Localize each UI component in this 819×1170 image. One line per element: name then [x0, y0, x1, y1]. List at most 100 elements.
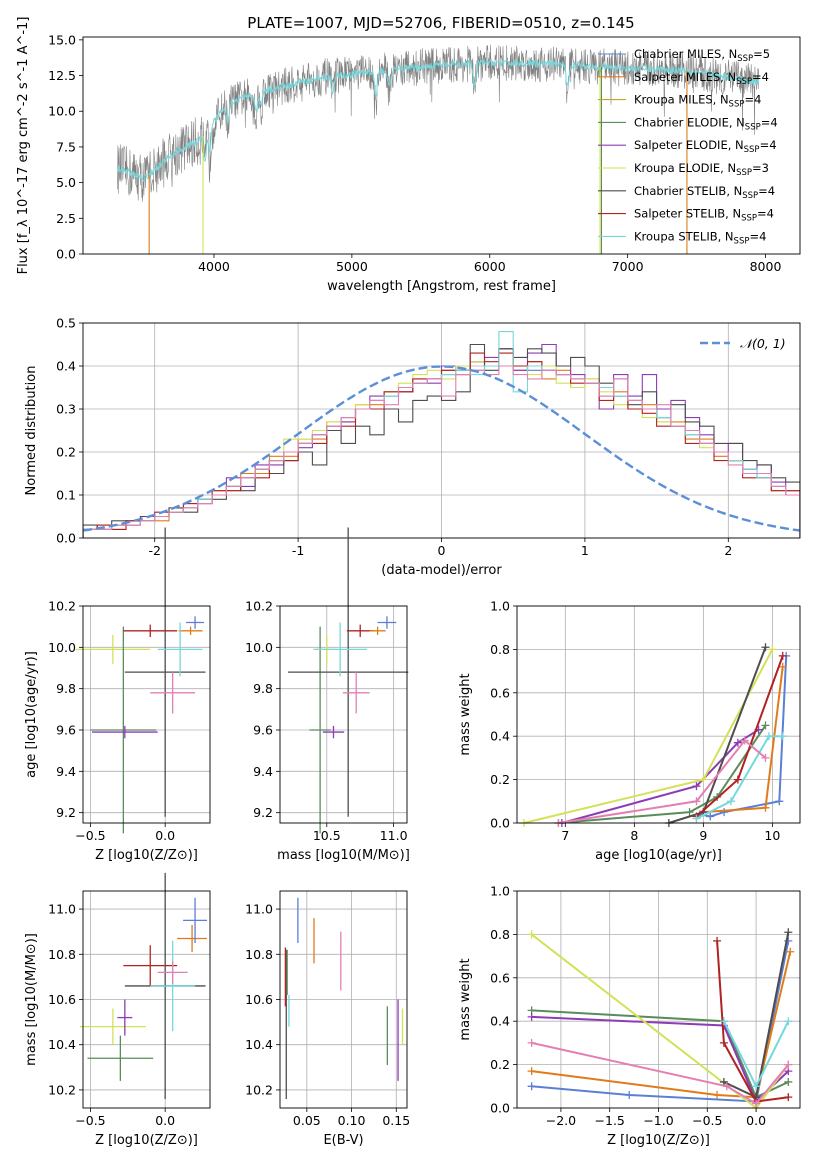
x-axis-label: age [log10(age/yr)]	[595, 848, 722, 863]
x-tick-label: 10.5	[313, 828, 341, 843]
y-tick-label: 9.2	[56, 805, 76, 820]
y-tick-label: 12.5	[48, 68, 76, 83]
weight-series-line	[531, 951, 792, 1099]
x-tick-label: 4000	[198, 259, 230, 274]
x-tick-label: 1	[581, 543, 589, 558]
y-axis-label: Normed distribution	[24, 366, 39, 496]
y-tick-label: 10.6	[48, 992, 76, 1007]
y-tick-label: 0.0	[56, 531, 76, 546]
axes-frame	[82, 605, 211, 824]
x-axis-label: E(B-V)	[323, 1133, 363, 1148]
y-tick-label: 1.0	[490, 599, 510, 614]
chart-residuals: -2 -1 0 1 2 0.0 0.1 0.2 0.3 0.4 0.5 (data-model)/er…	[24, 316, 801, 578]
weight-point-marker	[761, 643, 770, 652]
axes-frame	[516, 605, 801, 824]
weight-point-marker	[692, 814, 701, 823]
weight-point-marker	[726, 797, 735, 806]
x-tick-label: 0.10	[338, 1113, 366, 1128]
y-axis-label: Flux [f_λ 10^-17 erg cm^-2 s^-1 A^-1]	[16, 17, 31, 275]
y-tick-label: 1.0	[490, 884, 510, 899]
spectrum-model-line	[117, 57, 760, 183]
weight-point-marker	[685, 808, 694, 817]
weight-point-marker	[527, 930, 536, 939]
legend-label: Chabrier STELIB, NSSP=4	[634, 184, 775, 201]
errorbar-point	[313, 622, 367, 677]
weight-point-marker	[692, 797, 701, 806]
weight-point-marker	[784, 1093, 793, 1102]
weight-point-marker	[625, 1090, 634, 1099]
weight-point-marker	[527, 1082, 536, 1091]
y-tick-label: 0.8	[490, 642, 510, 657]
x-tick-label: 11.0	[380, 828, 408, 843]
weight-point-marker	[784, 1017, 793, 1026]
y-tick-label: 5.0	[56, 175, 76, 190]
y-tick-label: 7.5	[56, 139, 76, 154]
errorbar-point	[346, 624, 374, 637]
x-tick-label: 0.0	[155, 1113, 175, 1128]
errorbar-point	[87, 1035, 154, 1081]
errorbar-point	[80, 1008, 146, 1045]
errorbar-point	[342, 672, 370, 714]
x-axis-label: mass [log10(M/M⊙)]	[277, 848, 410, 863]
y-tick-label: 10.4	[48, 1037, 76, 1052]
y-tick-label: 9.2	[253, 805, 273, 820]
y-tick-label: 0.3	[56, 402, 76, 417]
weight-point-marker	[720, 808, 729, 817]
spectrum-data-line	[117, 44, 759, 202]
y-tick-label: 2.5	[56, 211, 76, 226]
y-tick-label: 10.6	[245, 992, 273, 1007]
weight-series-line	[696, 735, 783, 820]
y-tick-label: 0.2	[490, 772, 510, 787]
y-tick-label: 9.4	[253, 764, 273, 779]
y-tick-label: 0.4	[490, 1014, 510, 1029]
y-tick-label: 9.8	[253, 681, 273, 696]
y-tick-label: 11.0	[245, 902, 273, 917]
weight-point-marker	[752, 1099, 761, 1108]
histogram-series	[83, 365, 800, 538]
y-axis-label: mass weight	[458, 958, 473, 1040]
x-tick-label: 0.15	[382, 1113, 410, 1128]
y-tick-label: 0.2	[56, 445, 76, 460]
spectrum-legend: Chabrier MILES, NSSP=5 Salpeter MILES, NS…	[598, 47, 778, 246]
weight-point-marker	[761, 803, 770, 812]
y-tick-label: 10.8	[245, 947, 273, 962]
y-tick-label: 10.2	[48, 1082, 76, 1097]
y-tick-label: 0.1	[56, 488, 76, 503]
errorbar-point	[309, 626, 331, 834]
x-tick-label: 7000	[612, 259, 644, 274]
x-tick-label: −0.5	[692, 1113, 722, 1128]
y-tick-label: 9.4	[56, 764, 76, 779]
x-tick-label: −2.0	[546, 1113, 576, 1128]
x-tick-label: 6000	[474, 259, 506, 274]
errorbar-point	[377, 616, 397, 629]
legend-label: Salpeter ELODIE, NSSP=4	[634, 138, 777, 155]
y-tick-label: 10.2	[48, 599, 76, 614]
weight-point-marker	[527, 1038, 536, 1047]
x-tick-label: −0.5	[75, 1113, 105, 1128]
normal-curve	[82, 365, 801, 532]
x-tick-label: 2	[724, 543, 732, 558]
weight-point-marker	[692, 782, 701, 791]
y-tick-label: 0.6	[490, 970, 510, 985]
weight-series-line	[558, 724, 767, 824]
chart-weight-vs-age: 7 8 9 10 0.0 0.2 0.4 0.6 0.8 1.0 age [log10(age/yr…	[458, 599, 801, 863]
weight-point-marker	[761, 753, 770, 762]
weight-point-marker	[775, 797, 784, 806]
x-tick-label: 8000	[750, 259, 782, 274]
residuals-legend: 𝒩(0, 1)	[700, 336, 786, 351]
y-tick-label: 9.6	[253, 723, 273, 738]
weight-series-line	[561, 728, 760, 824]
legend-label: Chabrier MILES, NSSP=5	[634, 47, 770, 64]
y-tick-label: 0.4	[56, 359, 76, 374]
weight-point-marker	[778, 662, 787, 671]
x-tick-label: -2	[148, 543, 160, 558]
weight-point-marker	[722, 1082, 731, 1091]
errorbar-point	[123, 624, 178, 637]
weight-point-marker	[713, 1090, 722, 1099]
chart-mass-vs-Z: −0.5 0.0 10.2 10.4 10.6 10.8 11.0 Z [log10(Z/Z⊙…	[24, 872, 211, 1148]
errorbar-point	[177, 924, 208, 953]
y-tick-label: 10.2	[245, 599, 273, 614]
errorbar-point	[150, 672, 196, 714]
x-axis-label: (data-model)/error	[381, 563, 502, 578]
weight-point-marker	[699, 775, 708, 784]
